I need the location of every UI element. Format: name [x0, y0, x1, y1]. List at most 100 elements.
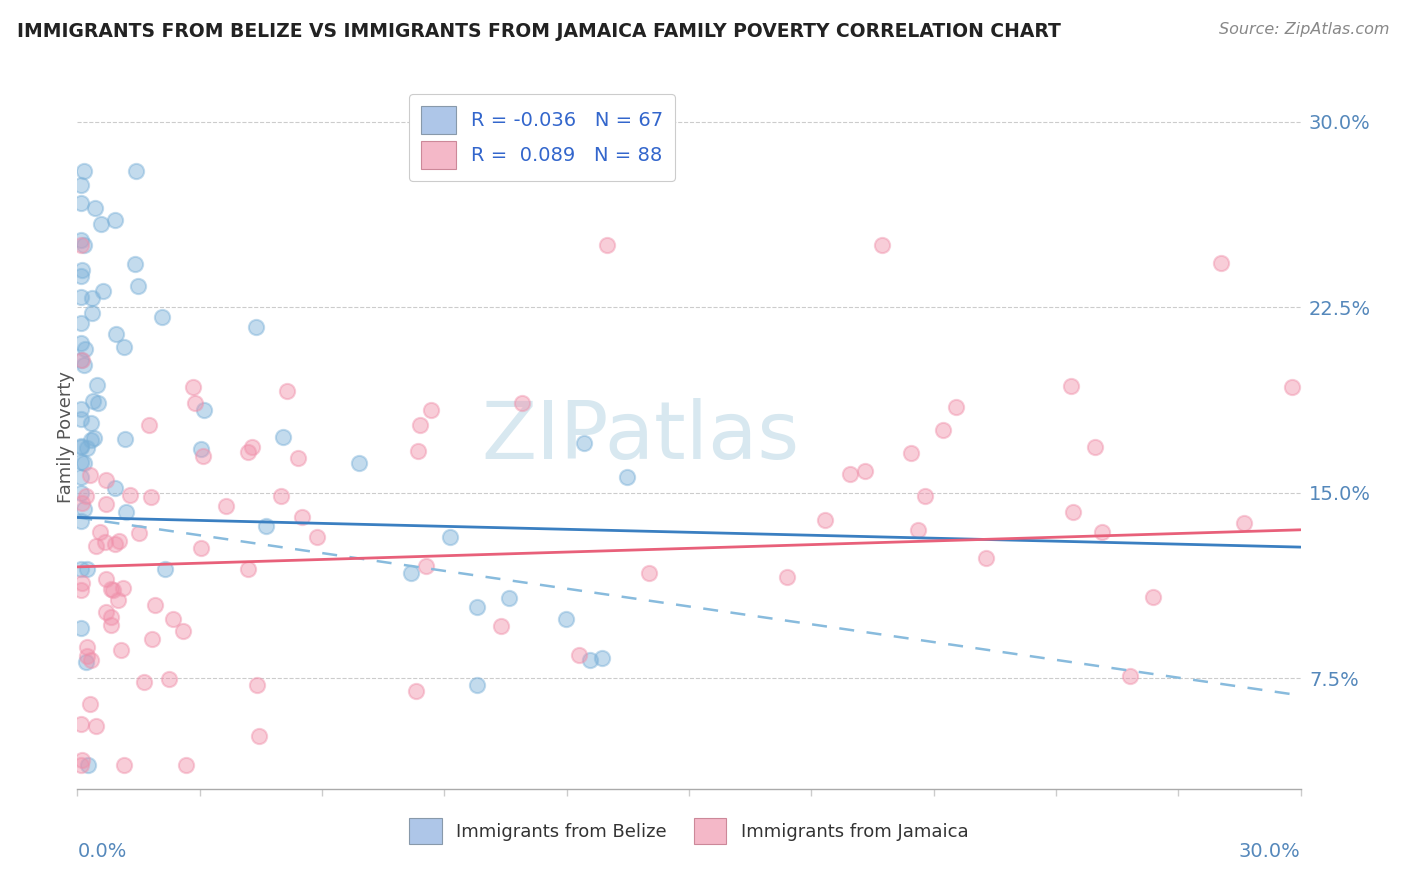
Point — [70, 352, 93, 367]
Point — [193, 403, 215, 417]
Point — [70, 178, 93, 192]
Point — [94, 535, 117, 549]
Point — [568, 648, 591, 663]
Point — [240, 440, 263, 454]
Point — [118, 488, 141, 502]
Point — [82, 291, 104, 305]
Point — [1084, 440, 1107, 454]
Legend: Immigrants from Belize, Immigrants from Jamaica: Immigrants from Belize, Immigrants from … — [402, 811, 976, 851]
Point — [104, 481, 127, 495]
Text: 30.0%: 30.0% — [1239, 842, 1301, 862]
Point — [853, 464, 876, 478]
Point — [914, 489, 936, 503]
Point — [245, 320, 267, 334]
Point — [215, 499, 238, 513]
Point — [420, 403, 443, 417]
Point — [591, 651, 613, 665]
Point — [1209, 256, 1232, 270]
Point — [70, 496, 93, 510]
Point — [155, 562, 177, 576]
Point — [190, 442, 212, 456]
Point — [70, 263, 93, 277]
Point — [132, 674, 155, 689]
Point — [1091, 525, 1114, 540]
Point — [245, 678, 267, 692]
Text: IMMIGRANTS FROM BELIZE VS IMMIGRANTS FROM JAMAICA FAMILY POVERTY CORRELATION CHA: IMMIGRANTS FROM BELIZE VS IMMIGRANTS FRO… — [17, 22, 1060, 41]
Point — [87, 396, 110, 410]
Point — [70, 268, 93, 283]
Point — [108, 533, 131, 548]
Point — [465, 599, 488, 614]
Point — [254, 518, 277, 533]
Point — [70, 575, 93, 590]
Point — [347, 456, 370, 470]
Point — [176, 757, 198, 772]
Text: ZIPatlas: ZIPatlas — [481, 398, 799, 476]
Point — [70, 335, 93, 350]
Point — [70, 514, 93, 528]
Point — [70, 582, 93, 597]
Point — [70, 316, 93, 330]
Point — [70, 238, 93, 252]
Text: 0.0%: 0.0% — [77, 842, 127, 862]
Point — [104, 326, 127, 341]
Point — [70, 440, 93, 454]
Point — [162, 612, 184, 626]
Point — [1281, 380, 1303, 394]
Point — [70, 455, 93, 469]
Point — [1233, 516, 1256, 530]
Point — [112, 340, 135, 354]
Point — [491, 619, 513, 633]
Point — [112, 757, 135, 772]
Point — [76, 757, 98, 772]
Point — [291, 509, 314, 524]
Point — [247, 729, 270, 743]
Point — [399, 566, 422, 581]
Point — [900, 446, 922, 460]
Point — [616, 470, 638, 484]
Point — [90, 217, 112, 231]
Point — [555, 612, 578, 626]
Point — [104, 213, 127, 227]
Point — [236, 562, 259, 576]
Point — [103, 582, 125, 597]
Point — [80, 416, 103, 430]
Point — [114, 433, 136, 447]
Point — [70, 717, 93, 731]
Point — [79, 653, 101, 667]
Point — [76, 649, 98, 664]
Point — [82, 394, 104, 409]
Point — [974, 551, 997, 566]
Point — [128, 526, 150, 541]
Point — [415, 559, 437, 574]
Point — [82, 306, 104, 320]
Point — [100, 610, 122, 624]
Point — [73, 164, 96, 178]
Point — [814, 512, 837, 526]
Point — [157, 672, 180, 686]
Point — [75, 342, 97, 356]
Point — [270, 489, 292, 503]
Point — [125, 164, 148, 178]
Point — [86, 719, 108, 733]
Point — [276, 384, 298, 398]
Point — [104, 537, 127, 551]
Point — [86, 378, 108, 392]
Point — [70, 562, 93, 576]
Point — [271, 430, 294, 444]
Point — [124, 257, 146, 271]
Point — [76, 640, 98, 655]
Point — [110, 642, 132, 657]
Point — [89, 525, 111, 540]
Point — [73, 238, 96, 252]
Point — [1060, 378, 1083, 392]
Point — [79, 697, 101, 711]
Point — [236, 444, 259, 458]
Point — [190, 541, 212, 556]
Point — [115, 505, 138, 519]
Point — [595, 238, 617, 252]
Point — [76, 442, 98, 456]
Point — [91, 285, 114, 299]
Point — [872, 238, 894, 252]
Point — [84, 540, 107, 554]
